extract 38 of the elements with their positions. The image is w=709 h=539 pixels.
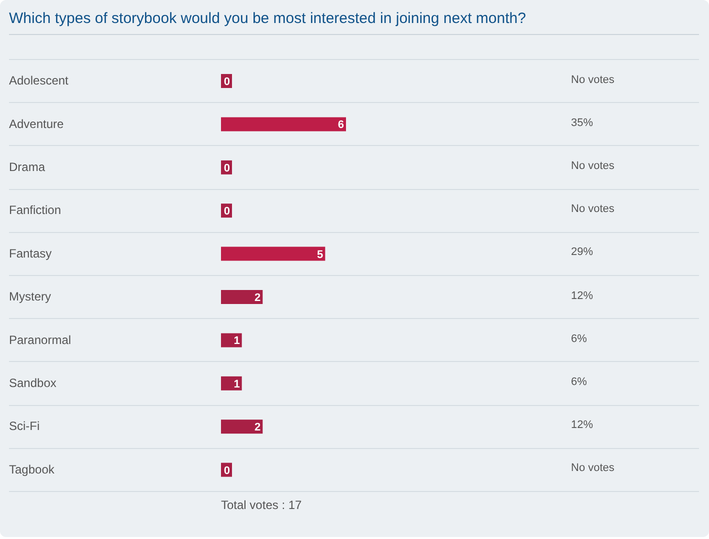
- y-tick-label: Sci-Fi: [9, 419, 40, 434]
- text: No votes: [571, 160, 614, 172]
- bar: [221, 376, 242, 390]
- data-label: 2: [254, 422, 261, 434]
- bar: [221, 420, 263, 434]
- y-tick-label: Tagbook: [9, 462, 56, 476]
- data-label: 1: [234, 335, 240, 348]
- text: 35%: [571, 116, 594, 129]
- y-tick-label: Fantasy: [9, 246, 52, 260]
- text: No votes: [571, 74, 614, 86]
- bar: [221, 246, 326, 261]
- y-tick-label: Mystery: [9, 290, 51, 304]
- text: 29%: [571, 246, 594, 258]
- text: 12%: [571, 290, 594, 302]
- text: 12%: [571, 419, 594, 432]
- data-label: 0: [224, 464, 230, 477]
- chart-title: Which types of storybook would you be most interested in joining next month?: [9, 10, 526, 27]
- y-tick-label: Adventure: [9, 116, 64, 131]
- bar: [221, 117, 346, 132]
- data-label: 0: [224, 162, 230, 174]
- y-tick-label: Drama: [9, 160, 46, 174]
- text: 6%: [571, 332, 587, 345]
- y-tick-label: Adolescent: [9, 74, 70, 88]
- y-tick-label: Paranormal: [9, 332, 72, 347]
- text: Total votes : 17: [221, 498, 302, 512]
- data-label: 2: [254, 292, 261, 304]
- bar: [221, 290, 263, 304]
- y-tick-label: Sandbox: [9, 376, 56, 390]
- bar: [221, 333, 242, 348]
- data-label: 6: [338, 119, 344, 132]
- data-label: 0: [224, 206, 230, 218]
- data-label: 0: [224, 76, 230, 88]
- data-label: 5: [317, 248, 324, 261]
- y-tick-label: Fanfiction: [9, 203, 62, 218]
- text: No votes: [571, 203, 614, 216]
- text: No votes: [571, 462, 614, 474]
- data-label: 1: [234, 378, 240, 390]
- text: 6%: [571, 376, 587, 388]
